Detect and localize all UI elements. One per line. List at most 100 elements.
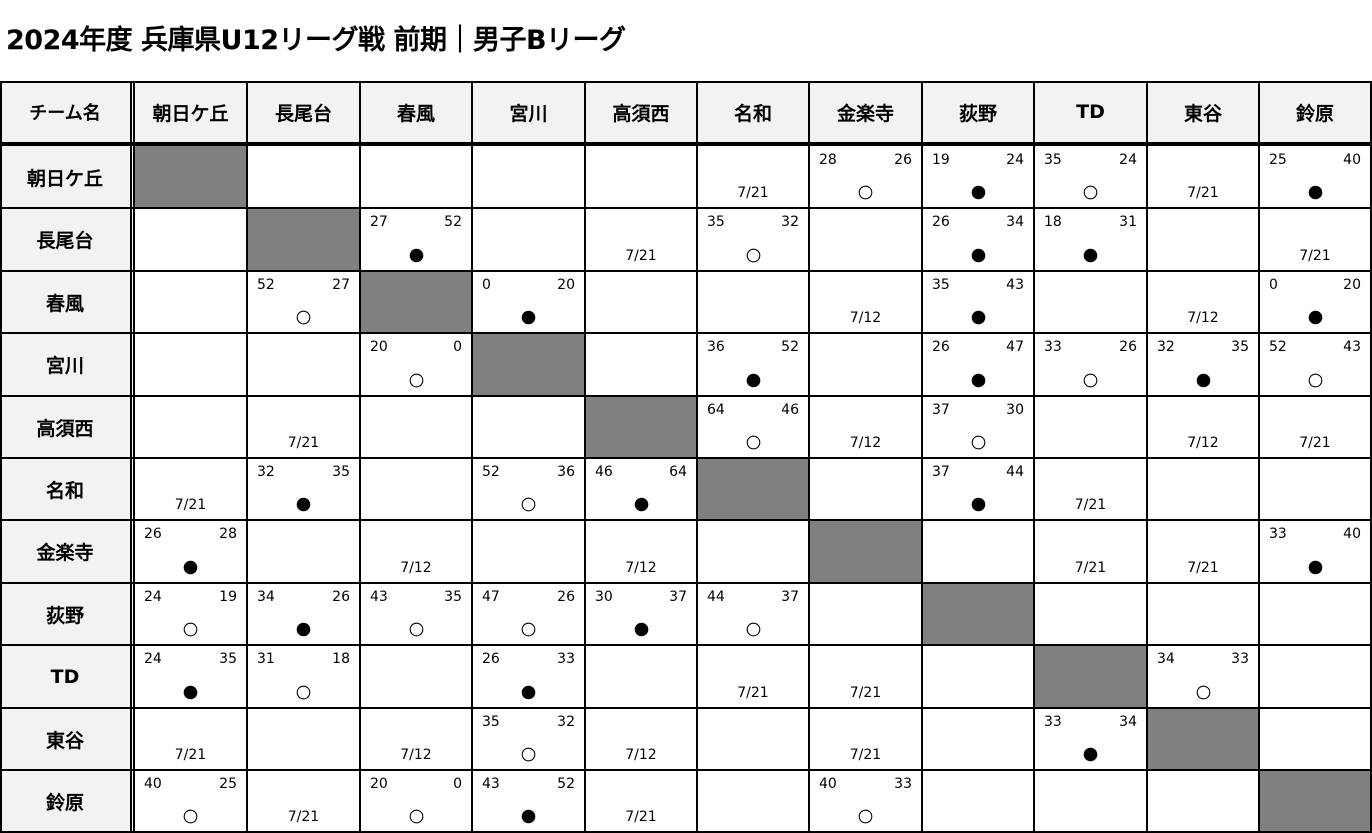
match-cell[interactable]: 7/21 bbox=[809, 708, 922, 770]
match-cell[interactable]: 34 26 bbox=[247, 583, 360, 645]
match-cell[interactable]: 47 26 bbox=[472, 583, 585, 645]
match-cell[interactable]: 33 40 bbox=[1259, 520, 1371, 583]
match-cell[interactable]: 7/12 bbox=[585, 708, 697, 770]
match-cell[interactable]: 52 27 bbox=[247, 271, 360, 333]
match-cell[interactable]: 35 24 bbox=[1034, 146, 1147, 208]
match-cell[interactable]: 7/21 bbox=[585, 208, 697, 271]
match-cell[interactable]: 7/21 bbox=[809, 645, 922, 708]
match-cell[interactable]: 30 37 bbox=[585, 583, 697, 645]
match-cell[interactable] bbox=[1147, 208, 1259, 271]
match-cell[interactable]: 35 32 bbox=[472, 708, 585, 770]
match-cell[interactable]: 7/21 bbox=[1147, 520, 1259, 583]
match-cell[interactable]: 33 26 bbox=[1034, 333, 1147, 396]
match-cell[interactable]: 7/21 bbox=[697, 146, 809, 208]
match-cell[interactable]: 32 35 bbox=[247, 458, 360, 520]
match-cell[interactable] bbox=[1259, 645, 1371, 708]
match-cell[interactable]: 26 33 bbox=[472, 645, 585, 708]
match-cell[interactable]: 7/12 bbox=[360, 708, 472, 770]
match-cell[interactable] bbox=[697, 271, 809, 333]
match-cell[interactable] bbox=[1147, 770, 1259, 832]
match-cell[interactable]: 40 33 bbox=[809, 770, 922, 832]
match-cell[interactable]: 7/21 bbox=[247, 396, 360, 458]
match-cell[interactable]: 52 43 bbox=[1259, 333, 1371, 396]
match-cell[interactable]: 7/21 bbox=[1259, 396, 1371, 458]
match-cell[interactable] bbox=[134, 396, 247, 458]
match-cell[interactable]: 44 37 bbox=[697, 583, 809, 645]
match-cell[interactable] bbox=[247, 146, 360, 208]
match-cell[interactable]: 7/12 bbox=[585, 520, 697, 583]
match-cell[interactable] bbox=[472, 396, 585, 458]
match-cell[interactable]: 19 24 bbox=[922, 146, 1034, 208]
match-cell[interactable]: 33 34 bbox=[1034, 708, 1147, 770]
match-cell[interactable]: 32 35 bbox=[1147, 333, 1259, 396]
match-cell[interactable] bbox=[360, 458, 472, 520]
match-cell[interactable]: 7/21 bbox=[585, 770, 697, 832]
match-cell[interactable] bbox=[472, 208, 585, 271]
match-cell[interactable] bbox=[809, 458, 922, 520]
match-cell[interactable] bbox=[360, 396, 472, 458]
match-cell[interactable] bbox=[1259, 583, 1371, 645]
match-cell[interactable]: 20 0 bbox=[360, 333, 472, 396]
match-cell[interactable]: 7/21 bbox=[247, 770, 360, 832]
match-cell[interactable]: 7/12 bbox=[1147, 271, 1259, 333]
match-cell[interactable]: 7/21 bbox=[697, 645, 809, 708]
match-cell[interactable]: 7/21 bbox=[134, 708, 247, 770]
match-cell[interactable]: 25 40 bbox=[1259, 146, 1371, 208]
match-cell[interactable] bbox=[922, 645, 1034, 708]
match-cell[interactable] bbox=[922, 520, 1034, 583]
match-cell[interactable] bbox=[472, 146, 585, 208]
match-cell[interactable] bbox=[1147, 458, 1259, 520]
match-cell[interactable]: 37 44 bbox=[922, 458, 1034, 520]
match-cell[interactable]: 7/21 bbox=[1147, 146, 1259, 208]
match-cell[interactable]: 37 30 bbox=[922, 396, 1034, 458]
match-cell[interactable]: 31 18 bbox=[247, 645, 360, 708]
match-cell[interactable]: 28 26 bbox=[809, 146, 922, 208]
match-cell[interactable]: 27 52 bbox=[360, 208, 472, 271]
match-cell[interactable] bbox=[247, 520, 360, 583]
match-cell[interactable] bbox=[809, 333, 922, 396]
match-cell[interactable]: 7/21 bbox=[134, 458, 247, 520]
match-cell[interactable]: 0 20 bbox=[472, 271, 585, 333]
match-cell[interactable]: 46 64 bbox=[585, 458, 697, 520]
match-cell[interactable] bbox=[247, 708, 360, 770]
match-cell[interactable] bbox=[360, 645, 472, 708]
match-cell[interactable]: 7/21 bbox=[1034, 458, 1147, 520]
match-cell[interactable]: 64 46 bbox=[697, 396, 809, 458]
match-cell[interactable]: 7/21 bbox=[1259, 208, 1371, 271]
match-cell[interactable] bbox=[1259, 458, 1371, 520]
match-cell[interactable]: 35 43 bbox=[922, 271, 1034, 333]
match-cell[interactable] bbox=[922, 708, 1034, 770]
match-cell[interactable] bbox=[134, 271, 247, 333]
match-cell[interactable]: 24 19 bbox=[134, 583, 247, 645]
match-cell[interactable]: 43 52 bbox=[472, 770, 585, 832]
match-cell[interactable]: 52 36 bbox=[472, 458, 585, 520]
match-cell[interactable] bbox=[1147, 583, 1259, 645]
match-cell[interactable] bbox=[134, 333, 247, 396]
match-cell[interactable]: 7/12 bbox=[360, 520, 472, 583]
match-cell[interactable]: 7/12 bbox=[1147, 396, 1259, 458]
match-cell[interactable] bbox=[360, 146, 472, 208]
match-cell[interactable]: 0 20 bbox=[1259, 271, 1371, 333]
match-cell[interactable]: 26 28 bbox=[134, 520, 247, 583]
match-cell[interactable] bbox=[585, 271, 697, 333]
match-cell[interactable]: 40 25 bbox=[134, 770, 247, 832]
match-cell[interactable]: 43 35 bbox=[360, 583, 472, 645]
match-cell[interactable] bbox=[809, 583, 922, 645]
match-cell[interactable]: 36 52 bbox=[697, 333, 809, 396]
match-cell[interactable]: 18 31 bbox=[1034, 208, 1147, 271]
match-cell[interactable] bbox=[697, 770, 809, 832]
match-cell[interactable]: 7/12 bbox=[809, 396, 922, 458]
match-cell[interactable] bbox=[1034, 583, 1147, 645]
match-cell[interactable]: 7/21 bbox=[1034, 520, 1147, 583]
match-cell[interactable] bbox=[1034, 770, 1147, 832]
match-cell[interactable] bbox=[472, 520, 585, 583]
match-cell[interactable] bbox=[922, 770, 1034, 832]
match-cell[interactable] bbox=[585, 146, 697, 208]
match-cell[interactable]: 26 34 bbox=[922, 208, 1034, 271]
match-cell[interactable]: 7/12 bbox=[809, 271, 922, 333]
match-cell[interactable] bbox=[585, 333, 697, 396]
match-cell[interactable] bbox=[697, 708, 809, 770]
match-cell[interactable] bbox=[134, 208, 247, 271]
match-cell[interactable] bbox=[809, 208, 922, 271]
match-cell[interactable] bbox=[1259, 708, 1371, 770]
